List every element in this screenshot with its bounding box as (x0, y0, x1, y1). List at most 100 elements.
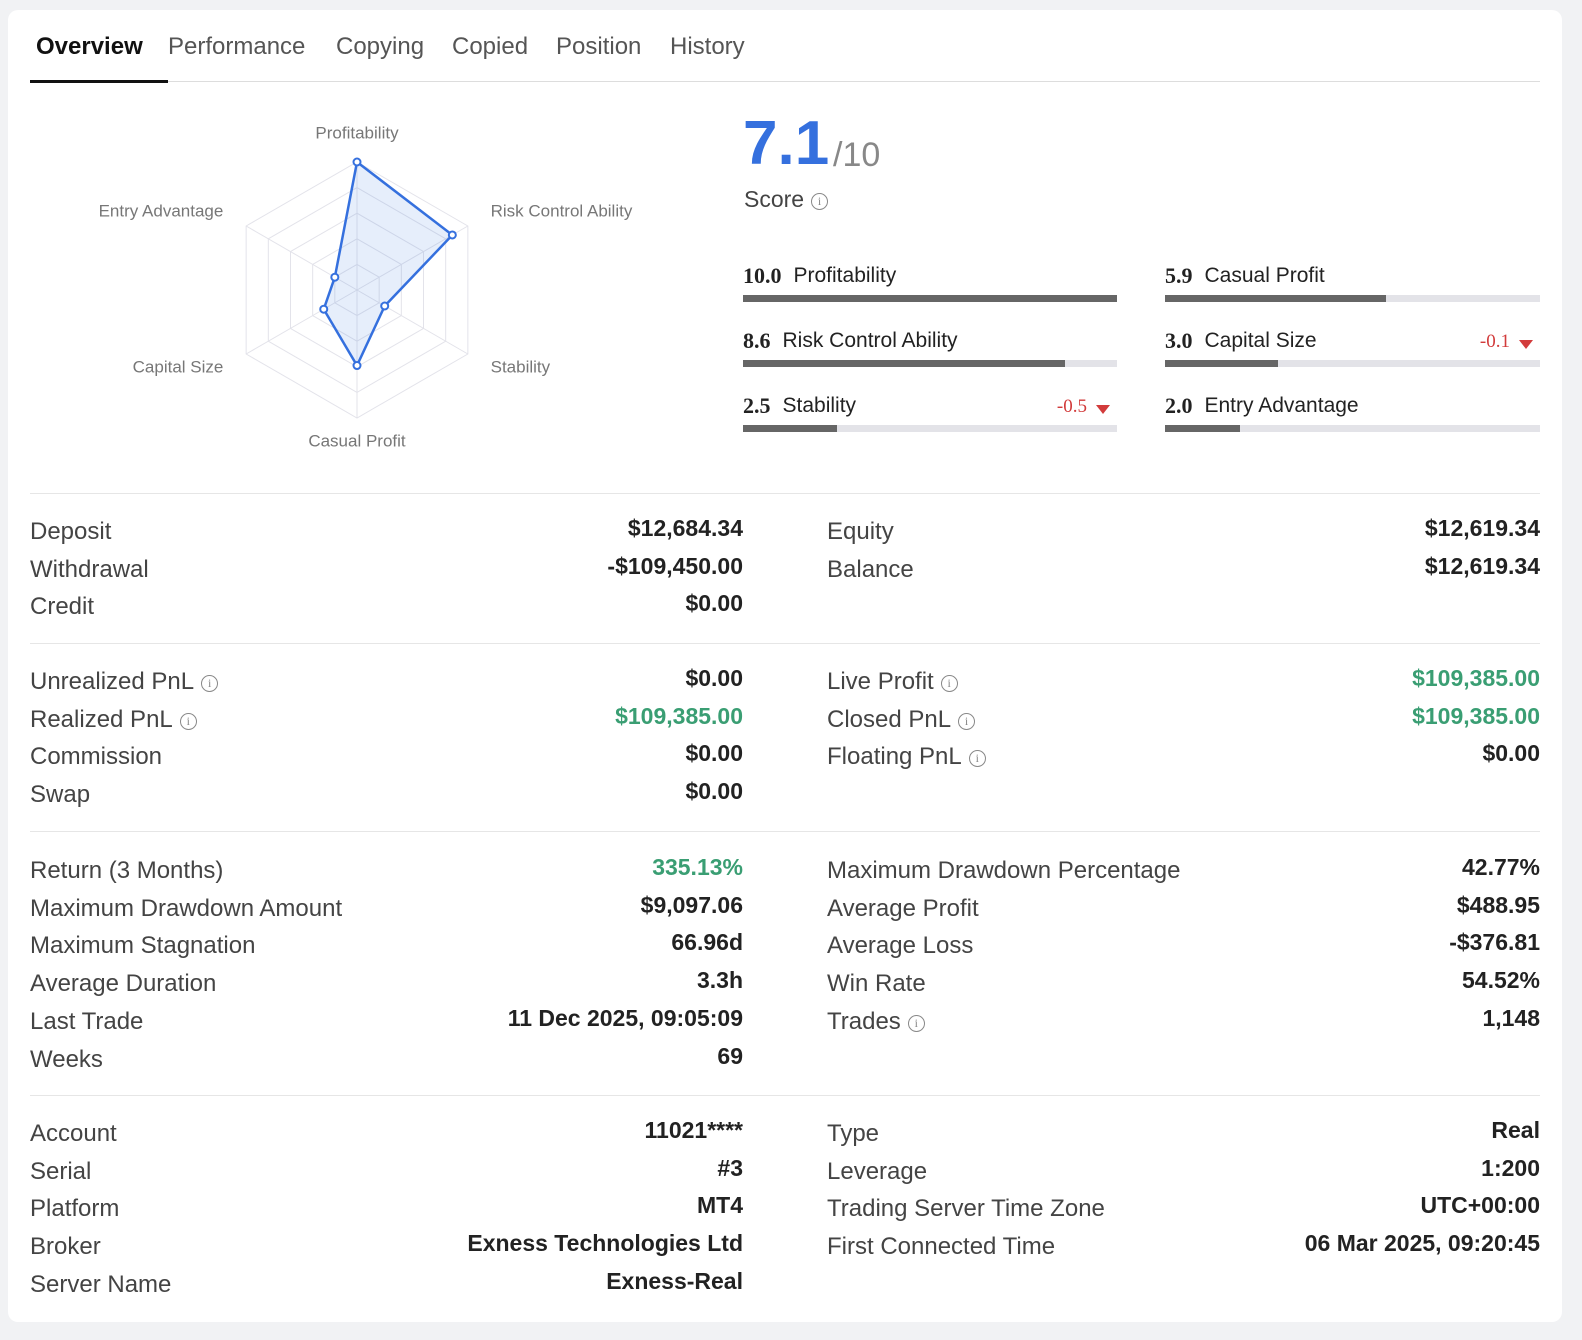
stat-label: Average Profit (827, 894, 979, 922)
stat-label: Floating PnL i (827, 743, 986, 771)
score-track (1165, 360, 1540, 367)
stat-value: $0.00 (685, 590, 743, 617)
info-icon[interactable]: i (958, 712, 976, 730)
score-item-value: 2.0 (1165, 393, 1193, 418)
section-divider (30, 643, 1540, 644)
stat-value: $0.00 (1482, 740, 1540, 767)
score-item-value: 8.6 (743, 328, 771, 353)
spoke (245, 289, 358, 355)
tab-underline (30, 80, 168, 83)
stat-label: Account (30, 1120, 117, 1147)
stat-value: $12,619.34 (1424, 552, 1540, 579)
score-item-value: 3.0 (1165, 328, 1193, 353)
section-divider (30, 493, 1540, 494)
stat-value: $488.95 (1456, 891, 1540, 918)
stat-value: Exness-Real (606, 1267, 743, 1294)
stat-value: 42.77% (1461, 854, 1540, 880)
stat-label: Leverage (827, 1157, 928, 1185)
stat-value: UTC+00:00 (1420, 1192, 1540, 1219)
score-item-value: 2.5 (743, 393, 771, 418)
down-arrow (1096, 405, 1110, 414)
stat-value: $109,385.00 (1412, 702, 1540, 729)
tab[interactable]: Position (556, 33, 642, 60)
radar-label: Casual Profit (308, 431, 406, 450)
stat-label: Win Rate (827, 970, 926, 998)
stat-label: Server Name (30, 1270, 172, 1298)
stat-value: 11021**** (644, 1117, 744, 1143)
stat-value: MT4 (697, 1192, 743, 1219)
stat-label: Balance (827, 555, 914, 583)
score-bar (743, 425, 837, 432)
radar-label: Capital Size (133, 357, 224, 376)
info-icon[interactable]: i (201, 675, 219, 692)
stat-value: 66.96d (671, 929, 743, 956)
stat-value: $109,385.00 (1412, 665, 1540, 691)
score-value: 7.1 (743, 109, 830, 178)
score-item-value: 10.0 (743, 263, 782, 288)
stat-label: Withdrawal (30, 555, 149, 583)
stat-value: 1,148 (1482, 1004, 1540, 1031)
tab[interactable]: Performance (168, 33, 306, 60)
info-icon[interactable]: i (179, 712, 197, 730)
stat-value: -$376.81 (1449, 929, 1540, 956)
stat-label: Swap (30, 781, 91, 809)
stat-value: -$109,450.00 (607, 552, 743, 579)
section-divider (30, 1095, 1540, 1096)
stat-value: $12,684.34 (627, 515, 743, 541)
stat-value: $109,385.00 (615, 702, 743, 729)
tab-divider (30, 81, 1540, 82)
score-bar (1165, 360, 1278, 367)
stat-label: Equity (827, 518, 894, 545)
tab[interactable]: Overview (36, 33, 143, 60)
stat-value: 06 Mar 2025, 09:20:45 (1304, 1230, 1540, 1257)
score-item-name: Casual Profit (1204, 264, 1325, 287)
stat-label: Average Duration (30, 970, 217, 998)
stat-label: Weeks (30, 1045, 103, 1073)
stat-label: Maximum Stagnation (30, 932, 256, 960)
radar-area (322, 159, 455, 369)
stat-label: Closed PnL i (827, 706, 976, 734)
radar-point (352, 157, 362, 167)
tab[interactable]: History (670, 33, 745, 60)
stat-value: 335.13% (652, 854, 743, 880)
stat-label: Realized PnL i (30, 706, 197, 734)
info-icon[interactable]: i (811, 193, 829, 210)
stat-label: Deposit (30, 518, 112, 545)
score-change: -0.1 (1479, 331, 1510, 352)
radar-label: Risk Control Ability (491, 201, 633, 220)
score-item-name: Risk Control Ability (782, 329, 958, 352)
score-item-name: Capital Size (1204, 329, 1317, 352)
score-item-name: Entry Advantage (1204, 394, 1359, 417)
score-max: /10 (833, 136, 881, 174)
section-divider (30, 831, 1540, 832)
tab[interactable]: Copying (336, 33, 425, 60)
radar-point (447, 230, 457, 240)
score-bar (743, 360, 1065, 367)
radar-point (352, 361, 362, 371)
score-item-name: Stability (782, 394, 857, 417)
info-icon[interactable]: i (940, 675, 958, 692)
radar-label: Profitability (315, 123, 399, 142)
stat-label: Credit (30, 593, 95, 621)
info-icon[interactable]: i (968, 750, 986, 768)
down-arrow (1519, 340, 1533, 349)
stat-label: Commission (30, 743, 163, 771)
stat-label: Maximum Drawdown Percentage (827, 857, 1181, 884)
score-change: -0.5 (1056, 396, 1087, 417)
radar-point (319, 304, 329, 314)
stat-label: Last Trade (30, 1007, 144, 1035)
info-icon[interactable]: i (907, 1014, 925, 1032)
stat-label: Type (827, 1120, 880, 1147)
stat-value: $0.00 (685, 665, 743, 691)
score-item-name: Profitability (793, 264, 897, 287)
tab[interactable]: Copied (452, 33, 529, 60)
stat-value: #3 (717, 1154, 743, 1181)
stat-label: Live Profit i (827, 668, 958, 696)
radar-label: Entry Advantage (99, 201, 224, 220)
stat-label: Return (3 Months) (30, 857, 224, 884)
stat-label: Platform (30, 1195, 120, 1223)
score-bar (1165, 425, 1240, 432)
radar-label: Stability (491, 357, 551, 376)
score-bar (743, 295, 1117, 302)
